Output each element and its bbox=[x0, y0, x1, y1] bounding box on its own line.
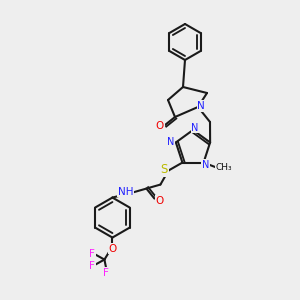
Text: S: S bbox=[161, 163, 168, 176]
Text: O: O bbox=[108, 244, 116, 254]
Text: N: N bbox=[167, 137, 175, 147]
Text: F: F bbox=[89, 249, 95, 259]
Text: N: N bbox=[191, 123, 199, 133]
Text: N: N bbox=[202, 160, 209, 170]
Text: NH: NH bbox=[118, 187, 133, 196]
Text: O: O bbox=[155, 196, 164, 206]
Text: O: O bbox=[156, 121, 164, 131]
Text: N: N bbox=[197, 101, 205, 111]
Text: CH₃: CH₃ bbox=[215, 163, 232, 172]
Text: F: F bbox=[103, 268, 109, 278]
Text: F: F bbox=[89, 261, 95, 271]
